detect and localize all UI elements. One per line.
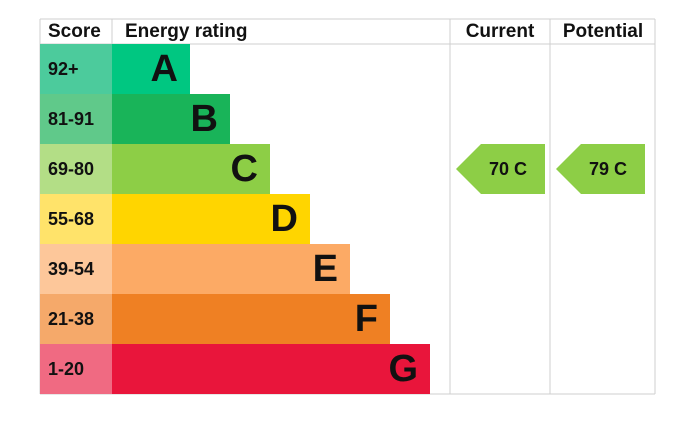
band-letter: A bbox=[151, 48, 178, 90]
score-label: 55-68 bbox=[48, 209, 94, 229]
band-bar bbox=[112, 44, 190, 94]
score-label: 1-20 bbox=[48, 359, 84, 379]
score-label: 92+ bbox=[48, 59, 79, 79]
current-arrow bbox=[456, 144, 545, 194]
score-label: 39-54 bbox=[48, 259, 94, 279]
band-bar bbox=[112, 294, 390, 344]
score-header: Score bbox=[48, 21, 101, 42]
score-label: 69-80 bbox=[48, 159, 94, 179]
band-bar bbox=[112, 344, 430, 394]
score-cell bbox=[40, 194, 112, 244]
band-bar bbox=[112, 244, 350, 294]
band-bar bbox=[112, 194, 310, 244]
score-cell bbox=[40, 294, 112, 344]
band-letter: D bbox=[271, 198, 298, 240]
band-letter: G bbox=[388, 348, 418, 390]
score-cell bbox=[40, 244, 112, 294]
score-label: 21-38 bbox=[48, 309, 94, 329]
score-cell bbox=[40, 344, 112, 394]
score-cell bbox=[40, 94, 112, 144]
score-cell bbox=[40, 44, 112, 94]
current-header: Current bbox=[466, 21, 535, 42]
potential-header: Potential bbox=[563, 21, 643, 42]
band-letter: E bbox=[313, 248, 338, 290]
score-label: 81-91 bbox=[48, 109, 94, 129]
rating-header: Energy rating bbox=[125, 21, 247, 42]
potential-label: 79 C bbox=[589, 159, 627, 179]
band-letter: C bbox=[231, 148, 258, 190]
band-letter: B bbox=[191, 98, 218, 140]
score-cell bbox=[40, 144, 112, 194]
band-bar bbox=[112, 94, 230, 144]
band-bar bbox=[112, 144, 270, 194]
potential-arrow bbox=[556, 144, 645, 194]
band-letter: F bbox=[355, 298, 378, 340]
current-label: 70 C bbox=[489, 159, 527, 179]
